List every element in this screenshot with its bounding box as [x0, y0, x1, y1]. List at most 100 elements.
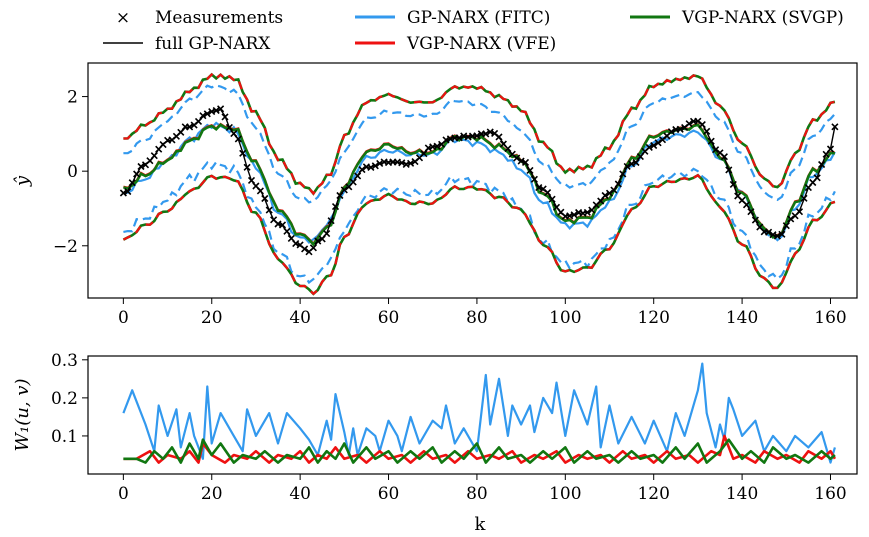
bottom-x-tick-label-140: 140	[726, 484, 758, 504]
measurement-marker	[340, 186, 348, 194]
legend-label-svgp: VGP-NARX (SVGP)	[681, 8, 844, 28]
bottom-plot: 0 20 40 60 80 100 120 140 160 0.1 0.2 0.3 W₁(u, v)…	[12, 351, 858, 535]
measurement-marker	[247, 176, 256, 184]
top-y-tick-label-1: 0	[67, 162, 78, 182]
measurement-marker	[349, 178, 357, 186]
measurement-marker	[521, 158, 530, 166]
top-x-tick-label-20: 20	[201, 308, 223, 328]
measurement-marker	[795, 208, 804, 216]
measurement-marker	[645, 143, 653, 151]
measurement-marker	[128, 179, 136, 187]
top-x-tick-label-40: 40	[289, 308, 311, 328]
vfe-lower-band	[122, 173, 836, 296]
measurement-marker	[826, 145, 835, 153]
measurement-marker	[265, 206, 273, 214]
measurement-marker	[787, 215, 795, 223]
measurement-marker	[331, 203, 340, 211]
measurement-marker	[225, 123, 233, 131]
bottom-y-tick-label-0: 0.1	[51, 427, 78, 447]
top-plot-y-ticks: −2 0 2	[53, 88, 88, 257]
bottom-plot-x-ticks: 0 20 40 60 80 100 120 140 160	[118, 474, 847, 504]
legend-label-vfe: VGP-NARX (VFE)	[406, 34, 556, 54]
legend-label-measurements: Measurements	[155, 8, 283, 28]
measurement-marker	[278, 221, 287, 229]
measurement-marker	[482, 130, 490, 138]
top-x-tick-label-160: 160	[814, 308, 846, 328]
measurement-marker	[654, 139, 662, 147]
measurement-marker	[605, 189, 614, 197]
measurement-marker	[623, 162, 631, 170]
measurement-marker	[133, 170, 141, 178]
measurement-marker	[239, 149, 247, 157]
measurement-marker	[667, 128, 675, 136]
legend-marker-measurements: ×	[116, 8, 130, 28]
measurement-marker	[778, 230, 786, 238]
measurement-marker	[800, 194, 808, 202]
bottom-plot-series	[122, 362, 837, 464]
measurement-marker	[773, 232, 781, 240]
measurement-marker	[712, 146, 720, 154]
measurement-marker	[707, 137, 715, 145]
top-x-tick-label-120: 120	[637, 308, 669, 328]
bottom-plot-frame	[87, 355, 858, 475]
measurement-marker	[685, 120, 693, 128]
top-plot-series	[119, 72, 839, 296]
measurement-marker	[283, 227, 291, 235]
measurement-marker	[548, 195, 556, 203]
vfe-upper-band	[123, 73, 836, 196]
top-y-tick-label-2: 2	[67, 88, 78, 108]
legend-label-full-gp: full GP-NARX	[155, 34, 271, 54]
measurement-marker	[371, 162, 379, 170]
measurement-marker	[309, 244, 317, 252]
measurement-marker	[495, 133, 503, 141]
legend: × Measurements full GP-NARX GP-NARX (FIT…	[103, 8, 844, 54]
bottom-x-tick-label-60: 60	[378, 484, 400, 504]
measurement-marker	[526, 166, 534, 174]
top-plot-frame	[87, 62, 858, 299]
w1-vfe-line	[123, 434, 837, 464]
measurement-marker	[747, 208, 755, 216]
bottom-x-tick-label-100: 100	[549, 484, 581, 504]
top-plot-x-ticks: 0 20 40 60 80 100 120 140 160	[118, 298, 847, 328]
measurement-marker	[354, 172, 362, 180]
measurement-marker	[513, 154, 521, 162]
top-y-tick-label-0: −2	[53, 237, 78, 257]
measurement-marker	[729, 180, 737, 188]
bottom-x-tick-label-80: 80	[466, 484, 488, 504]
measurement-marker	[614, 180, 622, 188]
measurement-marker	[782, 222, 790, 230]
measurement-marker	[831, 123, 839, 131]
bottom-x-tick-label-40: 40	[289, 484, 311, 504]
measurement-marker	[301, 245, 309, 253]
measurement-marker	[314, 237, 322, 245]
measurement-marker	[323, 230, 331, 238]
measurement-marker	[194, 117, 203, 125]
measurement-marker	[601, 191, 609, 200]
fitc-lower-band	[123, 160, 836, 285]
bottom-x-tick-label-160: 160	[814, 484, 846, 504]
measurement-marker	[212, 106, 220, 115]
measurement-marker	[676, 125, 684, 133]
measurement-marker	[583, 208, 591, 216]
measurement-marker	[407, 159, 415, 167]
measurement-marker	[137, 162, 145, 171]
top-x-tick-label-140: 140	[726, 308, 758, 328]
top-x-tick-label-0: 0	[118, 308, 129, 328]
measurement-marker	[751, 216, 759, 224]
measurement-marker	[703, 127, 711, 135]
bottom-plot-x-label: k	[475, 514, 487, 535]
measurement-marker	[234, 135, 242, 143]
svgp-lower-band	[122, 173, 836, 296]
measurement-marker	[455, 134, 463, 142]
measurement-marker	[124, 187, 132, 196]
measurement-marker	[150, 152, 158, 160]
measurement-marker	[610, 186, 618, 194]
bottom-y-tick-label-2: 0.3	[51, 351, 78, 371]
bottom-plot-y-ticks: 0.1 0.2 0.3	[51, 351, 88, 447]
measurement-marker	[243, 163, 251, 171]
measurement-marker	[813, 174, 821, 182]
measurement-marker	[742, 201, 751, 209]
measurement-marker	[433, 142, 441, 150]
measurement-marker	[261, 194, 269, 203]
